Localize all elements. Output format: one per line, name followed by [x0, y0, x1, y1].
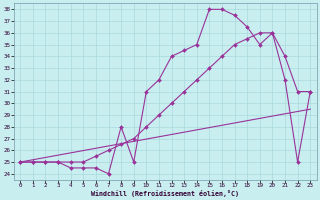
X-axis label: Windchill (Refroidissement éolien,°C): Windchill (Refroidissement éolien,°C) [91, 190, 239, 197]
